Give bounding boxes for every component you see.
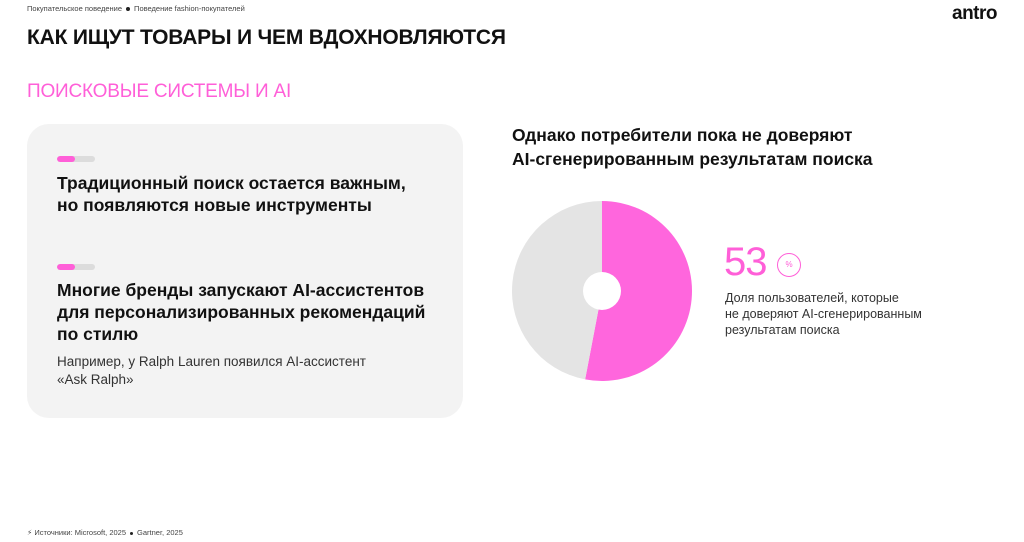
card-item: Многие бренды запускают AI-ассистентов д…: [57, 279, 425, 345]
pie-slice: [512, 201, 602, 380]
card-note: Например, у Ralph Lauren появился AI-асс…: [57, 353, 366, 389]
donut-hole: [583, 272, 621, 310]
text-line: для персонализированных рекомендаций: [57, 302, 426, 322]
text-line: но появляются новые инструменты: [57, 195, 372, 215]
separator: [130, 531, 134, 535]
text-line: Например, у Ralph Lauren появился AI-асс…: [57, 354, 366, 369]
breadcrumbs: Покупательское поведение Поведение fashio…: [27, 4, 245, 13]
text-line: результатам поиска: [725, 323, 840, 337]
section-title: ПОИСКОВЫЕ СИСТЕМЫ И AI: [27, 81, 292, 102]
annotation: Доля пользователей, которые не доверяют …: [725, 290, 922, 338]
indicator: [57, 264, 95, 270]
footer: ⚡ Источники: Microsoft, 2025 Gartner, 202…: [27, 528, 183, 537]
indicator: [57, 156, 95, 162]
page-title: КАК ИЩУТ ТОВАРЫ И ЧЕМ ВДОХНОВЛЯЮТСЯ: [27, 26, 506, 49]
card-item: Традиционный поиск остается важным, но п…: [57, 172, 406, 216]
logo: antro: [952, 3, 998, 24]
text-line: «Ask Ralph»: [57, 372, 134, 387]
text-line: Многие бренды запускают AI-ассистентов: [57, 280, 425, 300]
unit-badge: %: [777, 253, 801, 277]
big-number: 53: [724, 240, 767, 284]
text-line: Доля пользователей, которые: [725, 291, 899, 305]
text-line: AI-сгенерированным результатам поиска: [512, 149, 873, 169]
text-line: Традиционный поиск остается важным,: [57, 173, 406, 193]
breadcrumb[interactable]: Поведение fashion-покупателей: [134, 4, 245, 13]
pie-slice: [585, 201, 693, 381]
text-line: не доверяют AI-сгенерированным: [725, 307, 922, 321]
footer-label: Источники:: [34, 528, 73, 537]
card: Традиционный поиск остается важным, но п…: [27, 124, 463, 418]
source: Microsoft, 2025: [74, 528, 127, 537]
text-line: Однако потребители пока не доверяют: [512, 125, 853, 145]
source: Gartner, 2025: [137, 528, 183, 537]
chart-title: Однако потребители пока не доверяют AI-с…: [512, 123, 873, 171]
breadcrumb[interactable]: Покупательское поведение: [27, 4, 123, 13]
separator: [126, 7, 131, 12]
text-line: по стилю: [57, 324, 139, 344]
